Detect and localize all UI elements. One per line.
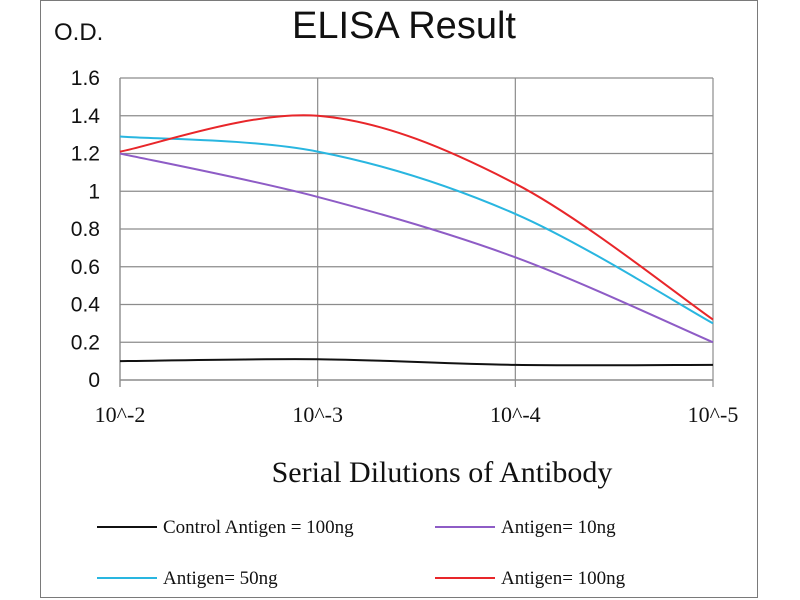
- y-axis-label: O.D.: [54, 19, 103, 46]
- legend-entry: Antigen= 50ng: [163, 568, 278, 589]
- legend-entry: Control Antigen = 100ng: [163, 517, 354, 538]
- x-tick-label: 10^-4: [490, 402, 541, 427]
- y-tick-label: 0.6: [71, 256, 100, 279]
- series-layer: [119, 114, 714, 367]
- y-tick-label: 1: [88, 180, 100, 203]
- series-line: [119, 358, 714, 367]
- grid-layer: [119, 77, 714, 387]
- y-tick-label: 1.4: [71, 105, 101, 128]
- y-tick-label: 0: [88, 369, 100, 392]
- x-tick-labels: 10^-2 10^-3 10^-4 10^-5: [95, 402, 739, 427]
- series-line: [119, 114, 714, 321]
- x-tick-label: 10^-2: [95, 402, 146, 427]
- legend-entry: Antigen= 10ng: [501, 517, 616, 538]
- chart-frame: [40, 0, 758, 598]
- x-axis-label: Serial Dilutions of Antibody: [272, 456, 613, 489]
- chart-title: ELISA Result: [292, 5, 516, 47]
- x-tick-label: 10^-3: [292, 402, 343, 427]
- x-tick-label: 10^-5: [688, 402, 739, 427]
- series-line: [119, 152, 714, 344]
- y-tick-label: 0.8: [71, 218, 100, 241]
- legend: Control Antigen = 100ng Antigen= 10ng Anti…: [97, 517, 626, 589]
- y-tick-label: 0.2: [71, 331, 100, 354]
- y-tick-label: 1.6: [71, 67, 100, 90]
- series-line: [119, 135, 714, 325]
- y-tick-label: 1.2: [71, 143, 100, 166]
- y-tick-labels: 0 0.2 0.4 0.6 0.8 1 1.2 1.4 1.6: [71, 67, 101, 392]
- legend-entry: Antigen= 100ng: [501, 568, 626, 589]
- y-tick-label: 0.4: [71, 294, 101, 317]
